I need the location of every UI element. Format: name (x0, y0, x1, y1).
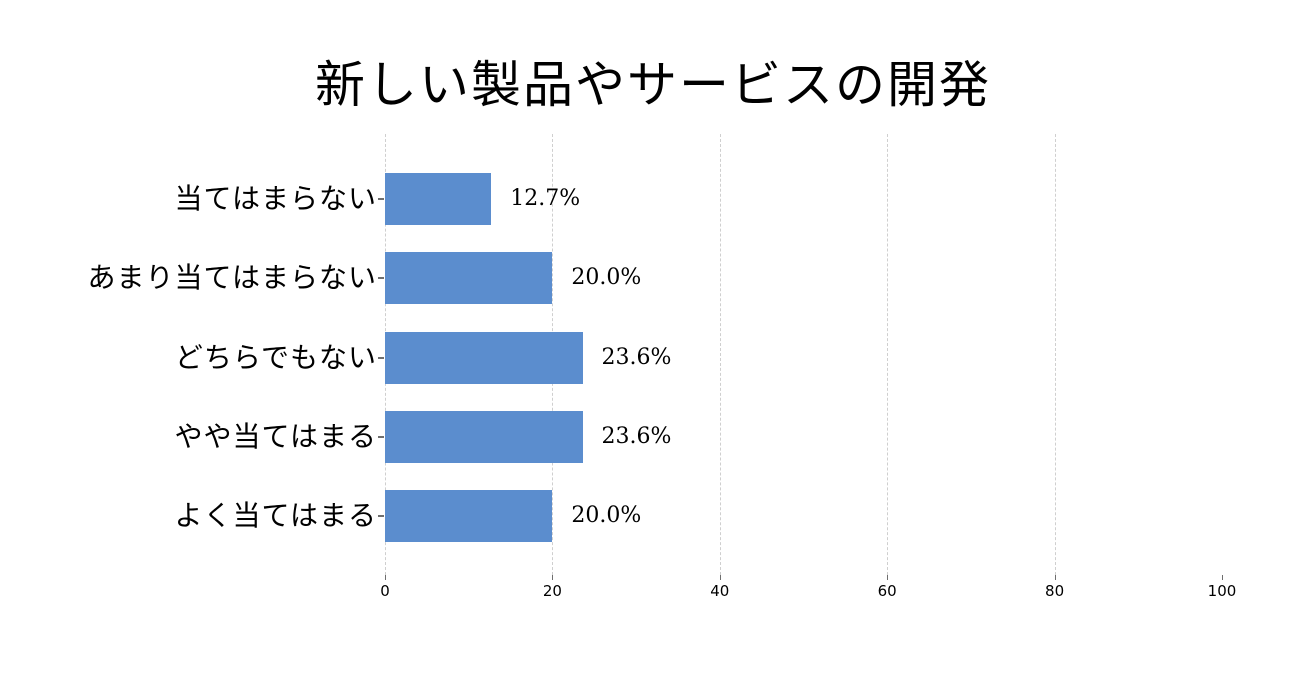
bar (385, 173, 492, 225)
x-axis-tick (887, 575, 889, 580)
x-axis-tick-label: 20 (542, 582, 562, 600)
gridline (719, 134, 721, 575)
x-axis-tick (552, 575, 554, 580)
value-label: 23.6% (601, 344, 672, 370)
x-axis-tick-label: 60 (877, 582, 897, 600)
category-label: やや当てはまる (174, 419, 377, 453)
value-label: 23.6% (601, 423, 672, 449)
value-label: 20.0% (571, 503, 642, 528)
y-axis-tick (378, 356, 384, 359)
bar (385, 331, 583, 384)
x-axis-tick-label: 0 (380, 582, 390, 600)
x-axis-tick-label: 100 (1207, 582, 1237, 600)
category-label: あまり当てはまらない (87, 261, 377, 295)
y-axis-tick (378, 277, 384, 280)
bar (385, 490, 553, 542)
x-axis-tick (1222, 575, 1223, 580)
chart-title: 新しい製品やサービスの開発 (315, 56, 991, 114)
gridline (887, 134, 889, 575)
category-label: よく当てはまる (174, 499, 377, 532)
gridline (1054, 134, 1056, 575)
bar (385, 252, 553, 305)
y-axis-tick (378, 198, 384, 200)
y-axis-tick (378, 435, 384, 438)
value-label: 20.0% (571, 265, 642, 291)
x-axis-tick-label: 80 (1045, 582, 1065, 600)
x-axis-tick (719, 575, 721, 580)
bar (385, 410, 583, 463)
value-label: 12.7% (510, 186, 581, 211)
y-axis-tick (378, 515, 384, 517)
x-axis-tick-label: 40 (710, 582, 730, 600)
category-label: 当てはまらない (174, 182, 377, 215)
x-axis-tick (1054, 575, 1056, 580)
category-label: どちらでもない (174, 340, 377, 374)
x-axis-tick (385, 575, 386, 580)
